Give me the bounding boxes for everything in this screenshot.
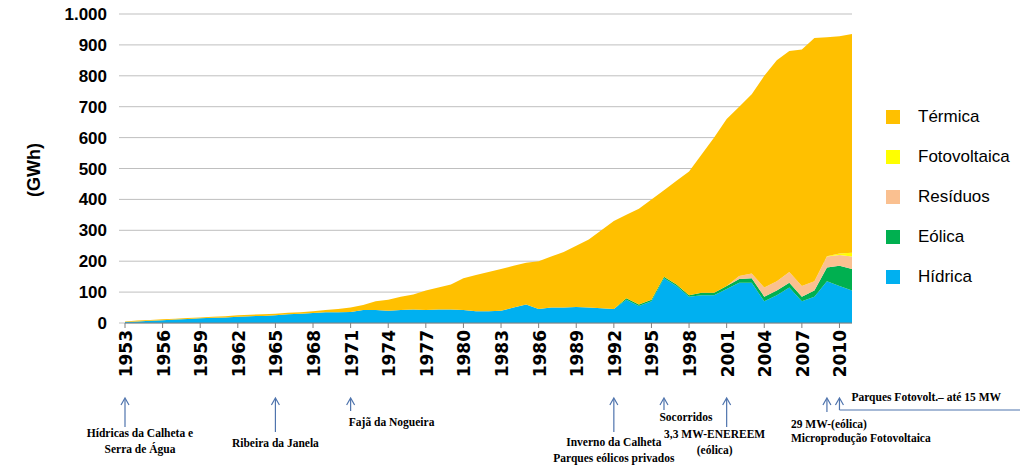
x-tick (538, 323, 539, 328)
x-tick (125, 323, 126, 328)
x-tick-label: 1989 (567, 330, 587, 377)
annotation-arrowhead (660, 398, 668, 405)
legend-label: Resíduos (918, 187, 990, 206)
x-tick (237, 323, 238, 328)
x-axis-line (125, 323, 852, 324)
x-tick-label: 1956 (154, 330, 174, 377)
x-tick-label: 2010 (830, 330, 850, 377)
annotation-arrow (826, 399, 827, 412)
annotation-arrow (726, 399, 727, 427)
annotation-text: (eólica) (697, 444, 733, 457)
y-tick-label: 200 (79, 252, 107, 271)
annotation-arrow (663, 399, 664, 410)
annotation-text: 3,3 MW-ENEREEM (664, 428, 765, 440)
annotation-arrowhead (271, 398, 279, 405)
legend-swatch (886, 150, 900, 164)
x-tick (162, 323, 163, 328)
y-tick-label: 500 (79, 160, 107, 179)
legend-swatch (886, 190, 900, 204)
x-tick-label: 1953 (116, 330, 136, 377)
annotation-text: 29 MW-(eólica) (791, 418, 867, 431)
x-tick-label: 1965 (266, 330, 286, 377)
x-tick (350, 323, 351, 328)
y-tick-label: 700 (79, 98, 107, 117)
x-tick-label: 1998 (680, 330, 700, 377)
x-tick (764, 323, 765, 328)
y-tick-label: 800 (79, 67, 107, 86)
legend-swatch (886, 230, 900, 244)
x-tick-label: 1992 (605, 330, 625, 377)
grid-line (119, 44, 852, 45)
x-tick-label: 2004 (755, 330, 775, 377)
x-tick-label: 1977 (417, 330, 437, 377)
x-tick (839, 323, 840, 328)
area-4 (125, 34, 852, 322)
x-tick (200, 323, 201, 328)
annotation-text: Hídricas da Calheta e (87, 427, 193, 439)
y-tick-label: 0 (98, 314, 107, 333)
x-tick (275, 323, 276, 328)
annotation-text: Inverno da Calheta (566, 436, 661, 448)
grid-line (119, 75, 852, 76)
x-tick-label: 1959 (191, 330, 211, 377)
x-tick-label: 1986 (530, 330, 550, 377)
x-tick-label: 1971 (342, 330, 362, 377)
annotation-arrow (275, 399, 276, 432)
x-tick-label: 2001 (718, 330, 738, 377)
annotation-arrowhead (835, 398, 843, 405)
legend-swatch (886, 110, 900, 124)
y-axis-label: (GWh) (24, 143, 44, 197)
x-tick (313, 323, 314, 328)
legend-swatch (886, 270, 900, 284)
x-tick-label: 1968 (304, 330, 324, 377)
annotation-arrow (613, 399, 614, 432)
x-tick-label: 1962 (229, 330, 249, 377)
y-tick-label: 100 (79, 283, 107, 302)
annotation-text: Socorridos (659, 411, 713, 423)
annotation-arrowhead (610, 398, 618, 405)
annotation-text: Fajã da Nogueira (349, 416, 435, 429)
x-tick (576, 323, 577, 328)
y-tick-label: 300 (79, 221, 107, 240)
annotation-text: Ribeira da Janela (232, 437, 319, 449)
annotation-text: Serra de Água (105, 442, 176, 456)
legend-label: Fotovoltaica (918, 147, 1010, 166)
y-tick-label: 600 (79, 129, 107, 148)
legend-label: Térmica (918, 107, 980, 126)
legend-label: Hídrica (918, 267, 972, 286)
annotation-text: Parques eólicos privados (553, 452, 675, 465)
annotation-arrowhead (723, 398, 731, 405)
annotation-arrow (350, 399, 351, 411)
x-tick (689, 323, 690, 328)
annotation-rule (839, 409, 1020, 410)
x-tick-label: 1995 (642, 330, 662, 377)
areas (125, 34, 852, 323)
x-tick-label: 2007 (793, 330, 813, 377)
annotation-text: Microprodução Fotovoltaica (791, 432, 931, 445)
legend-label: Eólica (918, 227, 965, 246)
chart-root: 0 100 200 300 400 500 600 700 800 900 1.000 (GWh) 19… (0, 0, 1024, 469)
annotation-arrowhead (823, 398, 831, 405)
y-tick-label: 400 (79, 190, 107, 209)
y-tick-label: 1.000 (64, 5, 107, 24)
x-tick (726, 323, 727, 328)
y-tick-label: 900 (79, 36, 107, 55)
x-tick (651, 323, 652, 328)
annotation-arrowhead (121, 398, 129, 405)
annotation-text: Parques Fotovolt.– até 15 MW (851, 391, 1001, 404)
x-tick (463, 323, 464, 328)
annotation-arrow (839, 399, 840, 410)
x-tick (425, 323, 426, 328)
x-tick (613, 323, 614, 328)
x-tick (501, 323, 502, 328)
annotation-arrowhead (347, 398, 355, 405)
x-tick-label: 1983 (492, 330, 512, 377)
x-tick (801, 323, 802, 328)
x-tick-label: 1974 (379, 330, 399, 377)
annotation-arrow (124, 399, 125, 427)
grid-line (119, 14, 852, 15)
x-tick (388, 323, 389, 328)
grid-line (119, 323, 852, 324)
x-tick-label: 1980 (454, 330, 474, 377)
